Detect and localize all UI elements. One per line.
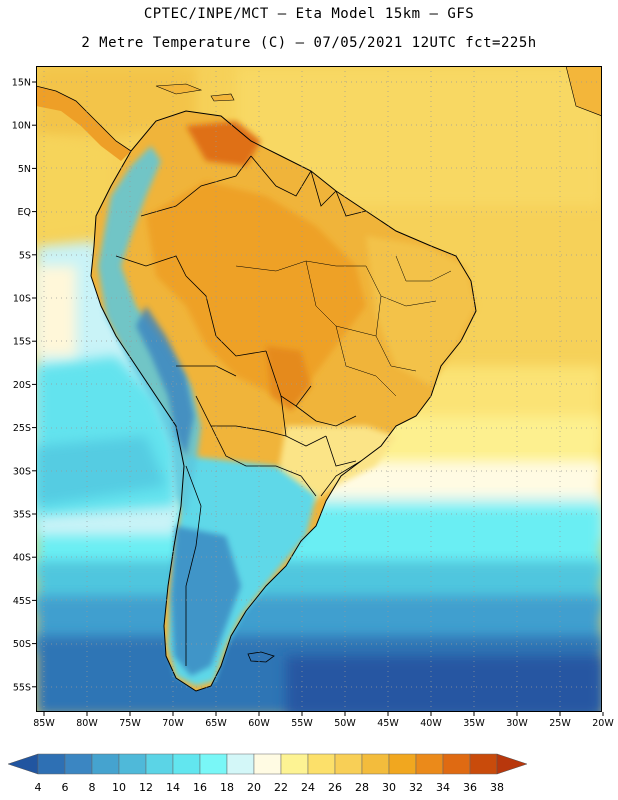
colorbar-label: 18 bbox=[220, 781, 234, 794]
colorbar-label: 32 bbox=[409, 781, 423, 794]
colorbar-segment bbox=[442, 753, 471, 775]
lat-tick-label: 20S bbox=[13, 380, 31, 391]
colorbar-segment bbox=[307, 753, 336, 775]
lon-tick-label: 45W bbox=[377, 718, 399, 729]
colorbar-label: 26 bbox=[328, 781, 342, 794]
lon-tick-label: 65W bbox=[205, 718, 227, 729]
pacific-north-warm bbox=[36, 136, 106, 236]
central-america-land bbox=[36, 86, 131, 161]
colorbar-label: 14 bbox=[166, 781, 180, 794]
colorbar-segment bbox=[118, 753, 147, 775]
lat-tick-label: EQ bbox=[18, 207, 31, 218]
lat-tick-label: 10S bbox=[13, 294, 31, 305]
ocean-band-deepest bbox=[286, 656, 602, 712]
lat-tick-label: 55S bbox=[13, 682, 31, 693]
pacific-pale-strip bbox=[36, 266, 76, 356]
lon-tick-label: 40W bbox=[420, 718, 442, 729]
venezuela-hot-zone bbox=[186, 121, 261, 166]
interior-hot-zone bbox=[146, 181, 366, 396]
chart-title-line2: 2 Metre Temperature (C) – 07/05/2021 12U… bbox=[81, 35, 537, 51]
colorbar-label: 34 bbox=[436, 781, 450, 794]
colorbar-label: 36 bbox=[463, 781, 477, 794]
lat-tick-label: 35S bbox=[13, 510, 31, 521]
lat-tick-label: 10N bbox=[12, 121, 31, 132]
colorbar-label: 6 bbox=[62, 781, 69, 794]
colorbar-segment bbox=[199, 753, 228, 775]
interior-hottest-zone bbox=[266, 346, 311, 411]
colorbar-segment bbox=[388, 753, 417, 775]
lon-tick-label: 30W bbox=[506, 718, 528, 729]
colorbar-segment bbox=[226, 753, 255, 775]
country-borders bbox=[36, 85, 477, 692]
andes-coldest-strip bbox=[136, 306, 194, 456]
falkland-islands bbox=[247, 651, 275, 663]
colorbar-label: 24 bbox=[301, 781, 315, 794]
lat-tick-label: 50S bbox=[13, 639, 31, 650]
lon-tick-label: 85W bbox=[33, 718, 55, 729]
lon-tick-label: 25W bbox=[549, 718, 571, 729]
colorbar-label: 30 bbox=[382, 781, 396, 794]
colorbar-segment bbox=[361, 753, 390, 775]
colorbar-label: 16 bbox=[193, 781, 207, 794]
colorbar-label: 10 bbox=[112, 781, 126, 794]
lat-tick-label: 5S bbox=[19, 250, 31, 261]
colorbar-label: 28 bbox=[355, 781, 369, 794]
caribbean-islands bbox=[155, 66, 602, 117]
lat-tick-label: 15N bbox=[12, 78, 31, 89]
lat-tick-label: 25S bbox=[13, 423, 31, 434]
colorbar-label: 38 bbox=[490, 781, 504, 794]
lat-tick-label: 15S bbox=[13, 337, 31, 348]
northeast-brazil-zone bbox=[366, 236, 476, 386]
colorbar-segment bbox=[37, 753, 66, 775]
colorbar-label: 20 bbox=[247, 781, 261, 794]
colorbar-label: 8 bbox=[89, 781, 96, 794]
lat-tick-label: 5N bbox=[18, 164, 31, 175]
colorbar-low-arrow bbox=[7, 753, 39, 775]
colorbar-segment bbox=[280, 753, 309, 775]
colorbar-segment bbox=[469, 753, 498, 775]
colorbar-segment bbox=[64, 753, 93, 775]
patagonia-cold-zone bbox=[171, 526, 241, 676]
colorbar-segment bbox=[334, 753, 363, 775]
lon-tick-label: 35W bbox=[463, 718, 485, 729]
colorbar-high-arrow bbox=[496, 753, 528, 775]
colorbar-segment bbox=[172, 753, 201, 775]
lon-tick-label: 50W bbox=[334, 718, 356, 729]
colorbar-label: 22 bbox=[274, 781, 288, 794]
lat-tick-label: 40S bbox=[13, 553, 31, 564]
state-borders bbox=[235, 255, 452, 397]
colorbar-segment bbox=[415, 753, 444, 775]
chart-title-line1: CPTEC/INPE/MCT – Eta Model 15km – GFS bbox=[143, 6, 475, 22]
lon-tick-label: 80W bbox=[76, 718, 98, 729]
lon-tick-label: 75W bbox=[119, 718, 141, 729]
map-frame bbox=[36, 66, 602, 712]
temperature-map bbox=[36, 66, 602, 712]
colorbar-label: 4 bbox=[35, 781, 42, 794]
colorbar-segment bbox=[253, 753, 282, 775]
lat-tick-label: 30S bbox=[13, 466, 31, 477]
lon-tick-label: 55W bbox=[291, 718, 313, 729]
colorbar-label: 12 bbox=[139, 781, 153, 794]
map-axes: 15N 10N 5N EQ 5S 10S 15S 20S 25S 30S 35S 40S 45S 50S 5… bbox=[12, 78, 615, 730]
colorbar-segment bbox=[145, 753, 174, 775]
temperature-colorbar: 4 6 8 10 12 14 16 18 20 22 24 26 28 30 32 34 36 38 bbox=[7, 753, 528, 794]
lon-tick-label: 60W bbox=[248, 718, 270, 729]
lon-tick-label: 70W bbox=[162, 718, 184, 729]
lat-tick-label: 45S bbox=[13, 596, 31, 607]
colorbar-segment bbox=[91, 753, 120, 775]
lon-tick-label: 20W bbox=[592, 718, 614, 729]
